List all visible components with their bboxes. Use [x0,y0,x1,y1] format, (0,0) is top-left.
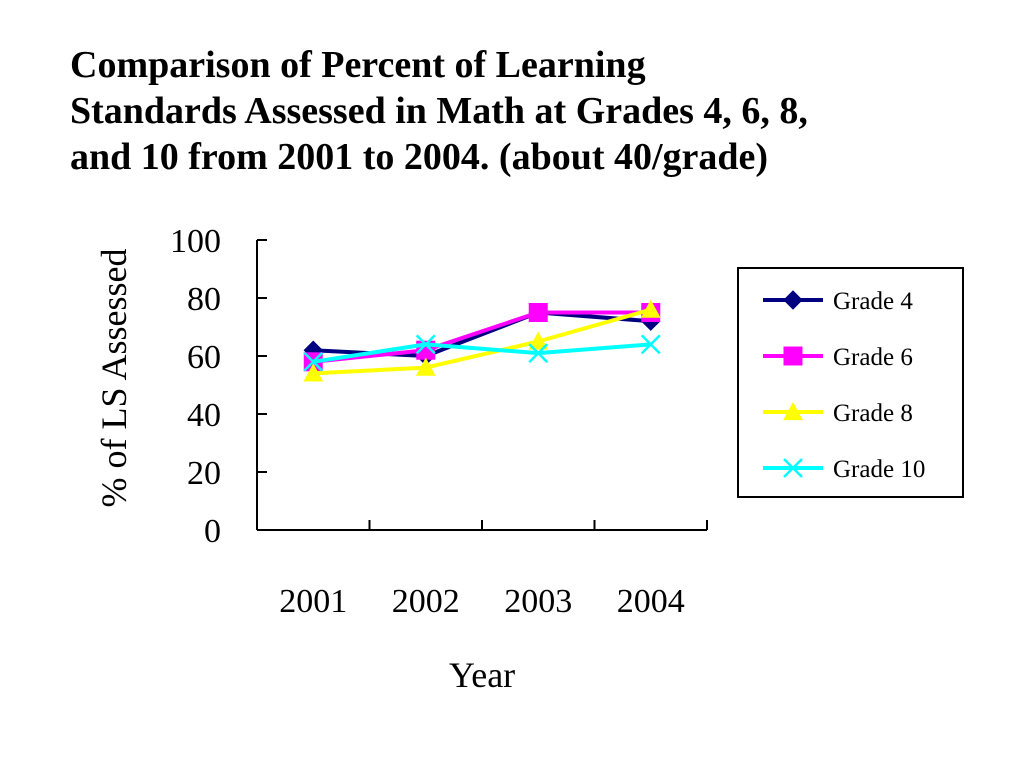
legend-item: Grade 6 [763,344,913,371]
series-grade-8 [303,299,661,382]
series-line [312,342,651,364]
data-point [528,303,548,322]
data-point [528,343,549,363]
series-line [313,310,651,364]
data-point-stroke [640,334,661,355]
data-point [415,334,436,355]
data-point [528,331,549,350]
y-tick-label: 100 [170,223,221,260]
series-grade-6 [303,303,661,372]
series-line [313,307,652,376]
x-tick-label: 2004 [617,583,685,620]
y-tick-label: 60 [187,339,221,376]
legend-item: Grade 4 [763,288,913,315]
data-point [640,299,661,318]
data-point-stroke [303,351,324,372]
y-tick-label: 80 [187,281,221,318]
legend-box [737,267,964,498]
y-tick-label: 40 [187,397,221,434]
y-tick-label: 0 [204,513,221,550]
data-point [415,357,436,376]
data-point-stroke [415,334,436,355]
chart-title-line-3: and 10 from 2001 to 2004. (about 40/grad… [70,136,769,178]
x-tick-label: 2003 [504,583,572,620]
y-tick-label: 20 [187,455,221,492]
data-point [303,351,324,372]
data-point [783,346,803,366]
data-point [783,290,803,310]
legend-label: Grade 10 [833,456,925,483]
legend-label: Grade 6 [833,344,913,371]
legend-item: Grade 8 [763,400,913,427]
data-point [303,363,324,382]
series-grade-10 [303,334,661,372]
chart-title: Comparison of Percent of Learning Standa… [70,42,990,180]
data-point [783,458,803,478]
y-axis-title: % of LS Assessed [94,249,134,508]
data-point-stroke [783,458,803,478]
data-point-stroke [528,343,549,363]
x-tick-label: 2002 [392,583,460,620]
series-layer [303,299,661,382]
legend-label: Grade 4 [833,288,913,315]
chart-title-line-2: Standards Assessed in Math at Grades 4, … [70,90,808,132]
legend-label: Grade 8 [833,400,913,427]
x-tick-label: 2001 [279,583,347,620]
axes: 0 20 40 60 80 100 2001 2002 2003 2004 [170,223,708,620]
chart-title-line-1: Comparison of Percent of Learning [70,44,646,86]
legend-item: Grade 10 [763,456,925,483]
data-point [783,401,803,421]
data-point [640,334,661,355]
legend: Grade 4 Grade 6 Grade 8 Grade 10 [737,267,964,498]
x-axis-title: Year [449,655,515,695]
